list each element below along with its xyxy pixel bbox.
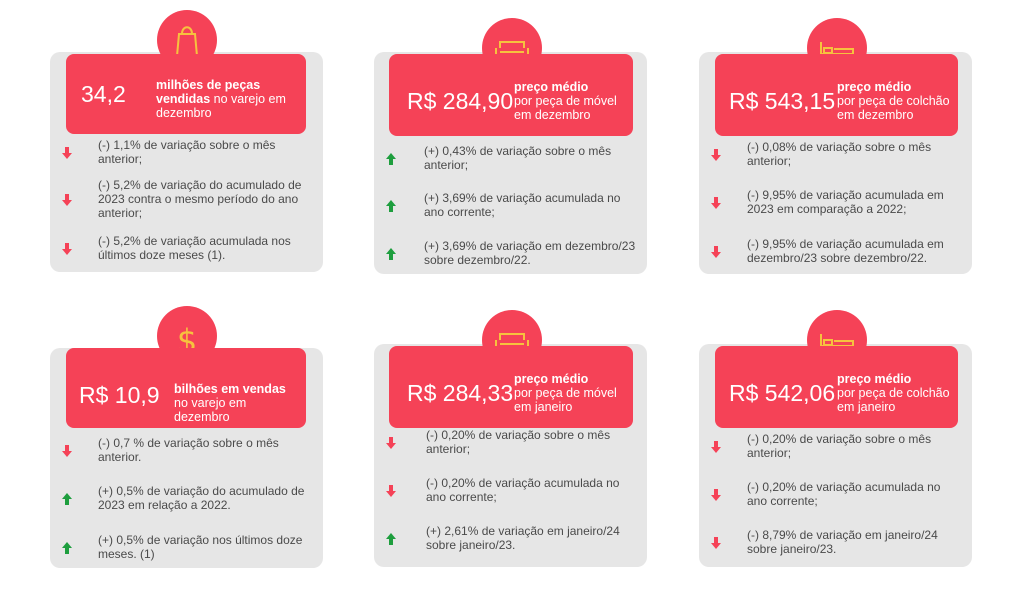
card-value: 34,2 — [81, 81, 126, 107]
arrow-down-icon — [62, 242, 72, 255]
arrow-down-icon — [62, 146, 72, 159]
card-label: preço médio por peça de colchão em janeir… — [837, 372, 950, 414]
card-header: R$ 284,90 preço médio por peça de móvel e… — [389, 54, 633, 136]
card-header: R$ 543,15 preço médio por peça de colchão… — [715, 54, 958, 136]
card-label: preço médio por peça de colchão em dezemb… — [837, 80, 950, 122]
item-text: (+) 3,69% de variação em dezembro/23 sob… — [424, 239, 636, 267]
card-value: R$ 284,90 — [407, 88, 514, 114]
arrow-down-icon — [386, 436, 396, 449]
item-text: (+) 0,43% de variação sobre o mês anteri… — [424, 144, 612, 172]
item-text: (+) 0,5% de variação nos últimos doze me… — [98, 533, 303, 561]
arrow-up-icon — [62, 492, 72, 505]
arrow-down-icon — [711, 536, 721, 549]
item-text: (-) 8,79% de variação em janeiro/24 sobr… — [747, 528, 938, 556]
card-header: R$ 284,33 preço médio por peça de móvel e… — [389, 346, 633, 428]
arrow-down-icon — [62, 193, 72, 206]
arrow-down-icon — [386, 484, 396, 497]
arrow-down-icon — [711, 488, 721, 501]
arrow-up-icon — [386, 152, 396, 165]
card-value: R$ 543,15 — [729, 88, 836, 114]
arrow-up-icon — [386, 199, 396, 212]
card-value: R$ 542,06 — [729, 380, 836, 406]
card-label: preço médio por peça de móvel em dezembro — [514, 80, 617, 122]
item-text: (-) 0,20% de variação acumulada no ano c… — [747, 480, 941, 508]
item-text: (+) 2,61% de variação em janeiro/24 sobr… — [426, 524, 620, 552]
item-text: (+) 0,5% de variação do acumulado de 202… — [98, 484, 305, 512]
arrow-up-icon — [386, 532, 396, 545]
arrow-down-icon — [711, 196, 721, 209]
card-label: milhões de peças vendidas no varejo em d… — [156, 78, 286, 120]
card-value: R$ 284,33 — [407, 380, 514, 406]
arrow-up-icon — [386, 247, 396, 260]
item-text: (-) 0,08% de variação sobre o mês anteri… — [747, 140, 932, 168]
item-text: (-) 0,20% de variação sobre o mês anteri… — [747, 432, 932, 460]
item-text: (-) 9,95% de variação acumulada em 2023 … — [747, 188, 944, 216]
card-header: R$ 542,06 preço médio por peça de colchão… — [715, 346, 958, 428]
item-text: (-) 5,2% de variação do acumulado de 202… — [98, 178, 302, 220]
item-text: (-) 5,2% de variação acumulada nos últim… — [98, 234, 291, 262]
item-text: (-) 0,20% de variação acumulada no ano c… — [426, 476, 620, 504]
item-text: (-) 0,20% de variação sobre o mês anteri… — [426, 428, 611, 456]
item-text: (-) 9,95% de variação acumulada em dezem… — [747, 237, 944, 265]
arrow-down-icon — [711, 245, 721, 258]
card-value: R$ 10,9 — [79, 382, 160, 408]
card-header: 34,2 milhões de peças vendidas no varejo… — [66, 54, 306, 134]
arrow-down-icon — [711, 440, 721, 453]
item-text: (-) 1,1% de variação sobre o mês anterio… — [98, 138, 276, 166]
item-text: (+) 3,69% de variação acumulada no ano c… — [424, 191, 621, 219]
arrow-down-icon — [711, 148, 721, 161]
item-text: (-) 0,7 % de variação sobre o mês anteri… — [98, 436, 279, 464]
card-header: R$ 10,9 bilhões em vendas no varejo em d… — [66, 348, 306, 428]
arrow-up-icon — [62, 541, 72, 554]
arrow-down-icon — [62, 444, 72, 457]
card-label: bilhões em vendas no varejo em dezembro — [174, 382, 286, 424]
card-label: preço médio por peça de móvel em janeiro — [514, 372, 617, 414]
